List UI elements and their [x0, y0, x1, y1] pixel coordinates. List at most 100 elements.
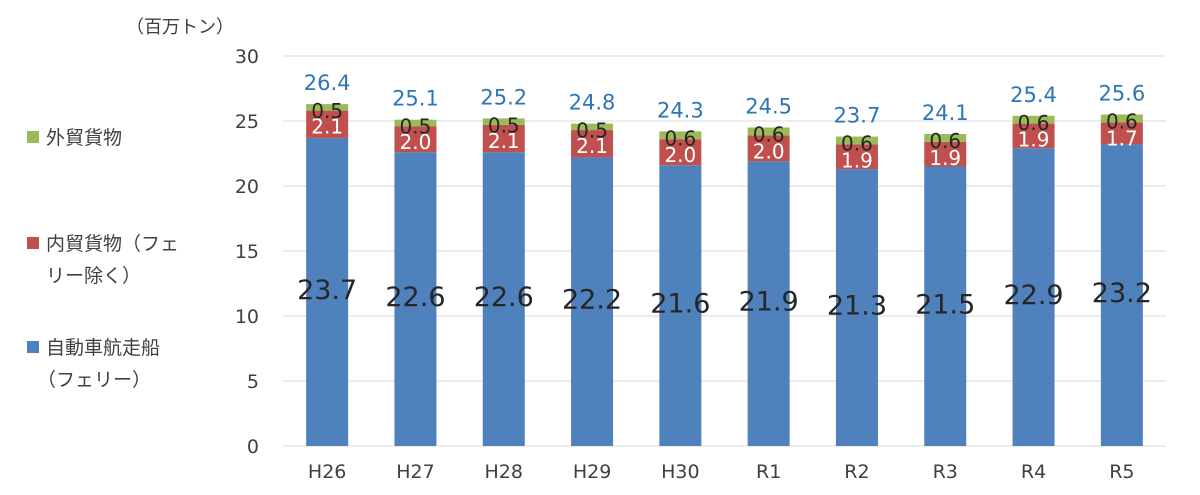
x-tick-label: H27	[396, 461, 434, 483]
total-label: 24.8	[569, 91, 616, 115]
bar-segment-series-2	[394, 119, 437, 127]
data-label-domestic: 2.0	[400, 130, 432, 154]
bar-segment-series-1	[571, 130, 614, 158]
bar-segment-series-2	[1100, 114, 1143, 123]
data-label-ferry: 22.2	[562, 285, 622, 316]
bar-segment-series-0	[394, 152, 437, 446]
y-tick-label: 15	[235, 241, 259, 263]
data-label-domestic: 1.9	[929, 146, 961, 170]
legend-swatch	[27, 237, 39, 249]
legend-swatch	[27, 131, 39, 143]
data-label-ferry: 22.6	[385, 282, 445, 313]
total-label: 25.4	[1010, 83, 1057, 107]
legend-item: 自動車航走船 （フェリー）	[27, 337, 160, 391]
x-tick-label: H26	[308, 461, 346, 483]
data-label-foreign: 0.6	[753, 123, 785, 147]
data-label-foreign: 0.5	[576, 119, 608, 143]
y-tick-label: 30	[235, 46, 259, 68]
bar-group: 22.2 2.10.5 24.8	[562, 91, 622, 446]
data-label-ferry: 22.9	[1003, 280, 1063, 311]
total-label: 24.1	[922, 101, 969, 125]
data-label-ferry: 21.5	[915, 289, 975, 320]
y-tick-label: 5	[247, 371, 259, 393]
data-label-foreign: 0.6	[929, 129, 961, 153]
data-label-domestic: 1.9	[841, 148, 873, 172]
data-label-foreign: 0.6	[664, 126, 696, 150]
bar-group: 21.9 2.00.6 24.5	[739, 95, 799, 447]
total-label: 26.4	[304, 71, 351, 95]
bar-group: 23.7 2.10.5 26.4	[297, 71, 357, 446]
bar-segment-series-2	[924, 134, 967, 142]
x-tick-label: R3	[933, 461, 958, 483]
y-axis-unit-label: （百万トン）	[126, 17, 234, 38]
x-tick-label: R5	[1109, 461, 1134, 483]
bar-segment-series-2	[835, 136, 878, 145]
bar-segment-series-2	[482, 118, 525, 125]
bar-segment-series-1	[306, 110, 349, 138]
data-label-domestic: 2.0	[664, 143, 696, 167]
legend-label: 内貿貨物（フェ	[46, 233, 179, 255]
bar-group: 21.6 2.00.6 24.3	[650, 98, 710, 446]
data-label-domestic: 1.9	[1018, 128, 1050, 152]
data-label-ferry: 23.2	[1092, 278, 1152, 309]
data-label-domestic: 1.7	[1106, 126, 1138, 150]
legend-swatch	[27, 341, 39, 353]
data-label-domestic: 2.1	[311, 115, 343, 139]
data-label-foreign: 0.5	[488, 113, 520, 137]
data-label-foreign: 0.5	[311, 99, 343, 123]
bar-segment-series-1	[394, 126, 437, 153]
total-label: 23.7	[834, 104, 881, 128]
x-axis: H26 H27 H28 H29 H30 R1 R2 R3 R4 R5	[308, 461, 1135, 483]
bar-group: 22.6 2.00.5 25.1	[385, 87, 446, 446]
data-label-foreign: 0.6	[1106, 110, 1138, 134]
y-axis: 0 5 10 15 20 25 30	[235, 46, 259, 458]
data-label-ferry: 23.7	[297, 275, 357, 306]
data-label-foreign: 0.5	[400, 115, 432, 139]
bar-segment-series-1	[482, 124, 525, 153]
bar-segment-series-0	[659, 165, 702, 446]
bar-group: 21.3 1.90.6 23.7	[827, 104, 887, 446]
data-label-foreign: 0.6	[841, 132, 873, 156]
x-tick-label: H29	[573, 461, 611, 483]
bar-group: 22.6 2.10.5 25.2	[474, 85, 534, 446]
bars: 23.72.10.526.422.62.00.525.122.62.10.525…	[297, 71, 1152, 447]
bar-segment-series-1	[924, 141, 967, 167]
bar-segment-series-2	[659, 131, 702, 140]
total-label: 24.3	[657, 98, 704, 122]
data-label-ferry: 21.9	[739, 287, 799, 318]
data-label-ferry: 21.6	[650, 289, 710, 320]
data-label-domestic: 2.1	[576, 134, 608, 158]
bar-segment-series-1	[1012, 123, 1055, 149]
bar-segment-series-1	[1100, 122, 1143, 145]
bar-segment-series-1	[747, 135, 790, 162]
total-label: 24.5	[745, 95, 792, 119]
total-label: 25.6	[1098, 82, 1145, 106]
bar-segment-series-0	[1012, 148, 1055, 447]
bar-segment-series-0	[924, 166, 967, 446]
data-label-foreign: 0.6	[1018, 111, 1050, 135]
bar-segment-series-2	[306, 104, 349, 111]
total-label: 25.2	[480, 85, 527, 109]
total-label: 25.1	[392, 87, 439, 111]
y-tick-label: 10	[235, 306, 259, 328]
x-tick-label: R4	[1021, 461, 1046, 483]
data-label-domestic: 2.1	[488, 129, 520, 153]
bar-segment-series-2	[571, 123, 614, 131]
x-tick-label: R2	[844, 461, 869, 483]
legend-label: 自動車航走船	[46, 337, 160, 359]
x-tick-label: H30	[661, 461, 699, 483]
bar-group: 23.2 1.70.6 25.6	[1092, 82, 1152, 446]
bar-segment-series-1	[659, 139, 702, 166]
bar-segment-series-0	[571, 157, 614, 446]
bar-segment-series-0	[1100, 144, 1143, 446]
data-label-ferry: 21.3	[827, 291, 887, 322]
bar-segment-series-0	[306, 137, 349, 446]
bar-segment-series-2	[747, 127, 790, 136]
y-tick-label: 25	[235, 111, 259, 133]
bar-group: 21.5 1.90.6 24.1	[915, 101, 975, 446]
legend-label: （フェリー）	[37, 369, 151, 391]
legend-item: 外貿貨物	[27, 127, 122, 149]
